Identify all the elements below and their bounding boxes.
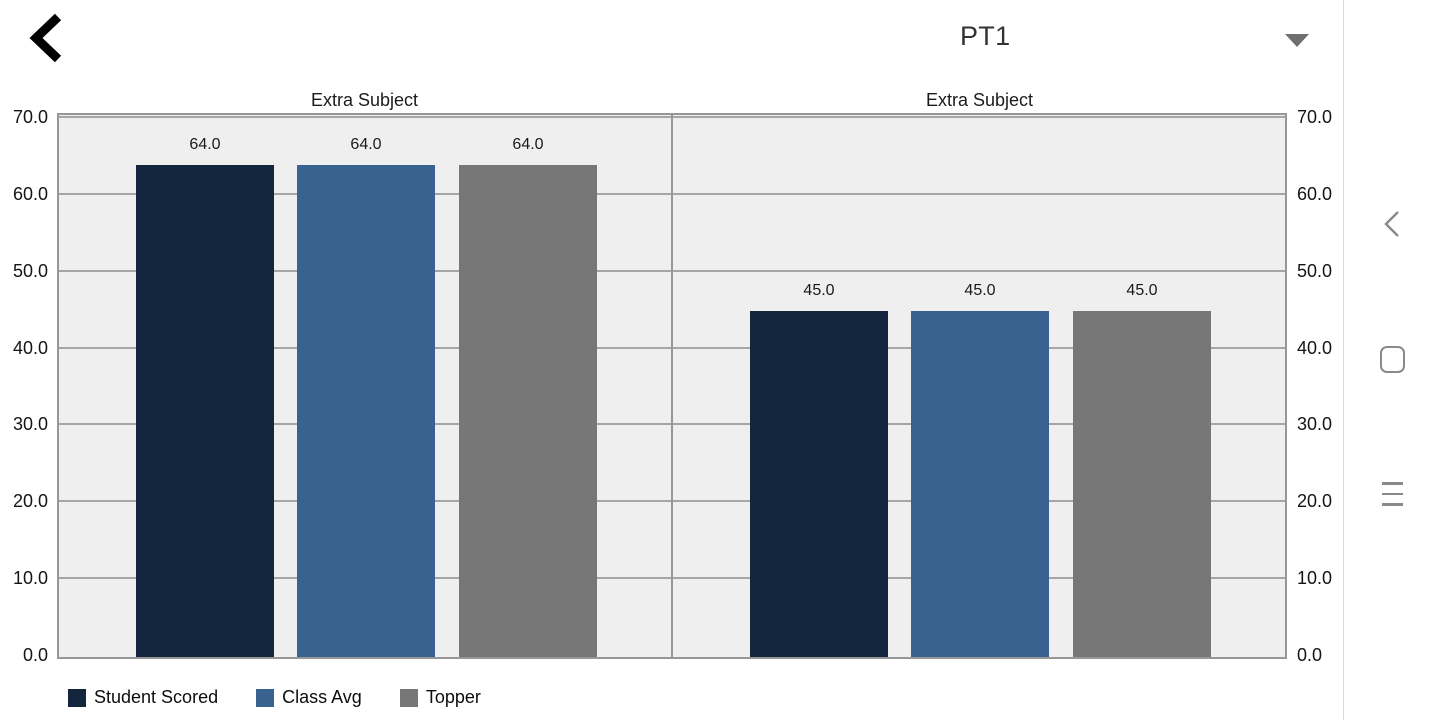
legend-item-topper: Topper <box>399 687 481 708</box>
y-axis-tick-label-left: 20.0 <box>12 491 48 512</box>
android-back-button[interactable] <box>1368 200 1416 248</box>
y-axis-tick-label-left: 50.0 <box>12 260 48 281</box>
plot-area[interactable]: 64.0 64.0 64.0 45.0 45.0 45.0 <box>57 113 1287 659</box>
home-square-icon <box>1379 345 1405 373</box>
bar-value-label: 64.0 <box>512 136 544 154</box>
y-axis-tick-label-right: 50.0 <box>1297 260 1333 281</box>
nav-back-icon <box>1384 211 1399 237</box>
bar-value-label: 64.0 <box>350 136 382 154</box>
android-recents-button[interactable] <box>1368 470 1416 518</box>
y-axis-tick-label-right: 60.0 <box>1297 183 1333 204</box>
bar-value-label: 45.0 <box>964 282 996 300</box>
legend-label-class-avg: Class Avg <box>282 687 362 707</box>
bar-topper[interactable] <box>1073 311 1211 657</box>
bar-value-label: 64.0 <box>189 136 221 154</box>
chart-legend: Student Scored Class Avg Topper <box>68 687 481 708</box>
bar-topper[interactable] <box>459 165 597 657</box>
bar-class-avg[interactable] <box>297 165 435 657</box>
exam-selector-dropdown[interactable]: PT1 <box>950 14 1316 60</box>
y-axis-tick-label-left: 30.0 <box>12 414 48 435</box>
bar-class-avg[interactable] <box>911 311 1049 657</box>
legend-swatch-class-avg <box>256 688 275 707</box>
chevron-down-icon <box>1285 34 1309 47</box>
chart-title-left: Extra Subject <box>310 90 419 110</box>
y-axis-tick-label-right: 10.0 <box>1297 568 1333 589</box>
y-axis-tick-label-left: 10.0 <box>12 568 48 589</box>
back-arrow-icon <box>29 13 62 62</box>
y-axis-tick-label-right: 20.0 <box>1297 491 1333 512</box>
y-axis-tick-label-right: 0.0 <box>1297 645 1323 665</box>
y-axis-tick-label-left: 40.0 <box>12 337 48 358</box>
legend-swatch-topper <box>399 688 418 707</box>
bar-student-scored[interactable] <box>136 165 274 657</box>
android-home-button[interactable] <box>1368 335 1416 383</box>
y-axis-tick-label-left: 70.0 <box>12 107 48 127</box>
exam-selector-value: PT1 <box>960 21 1011 51</box>
chart-title-right: Extra Subject <box>925 90 1034 110</box>
bar-value-label: 45.0 <box>1126 282 1158 300</box>
y-axis-tick-label-right: 70.0 <box>1297 107 1333 127</box>
nav-bar-divider <box>1343 0 1344 720</box>
y-axis-tick-label-left: 0.0 <box>22 645 48 665</box>
y-axis-tick-label-right: 40.0 <box>1297 337 1333 358</box>
recents-menu-icon <box>1381 482 1403 506</box>
bar-value-label: 45.0 <box>803 282 835 300</box>
y-axis-tick-label-left: 60.0 <box>12 183 48 204</box>
legend-label-student-scored: Student Scored <box>94 687 219 707</box>
legend-item-student-scored: Student Scored <box>68 687 218 708</box>
legend-swatch-student-scored <box>68 688 86 707</box>
bar-student-scored[interactable] <box>750 311 888 657</box>
legend-item-class-avg: Class Avg <box>256 687 362 708</box>
chart-panel-divider <box>671 115 673 657</box>
y-axis-tick-label-right: 30.0 <box>1297 414 1333 435</box>
legend-label-topper: Topper <box>425 687 481 707</box>
back-button[interactable] <box>16 8 76 70</box>
